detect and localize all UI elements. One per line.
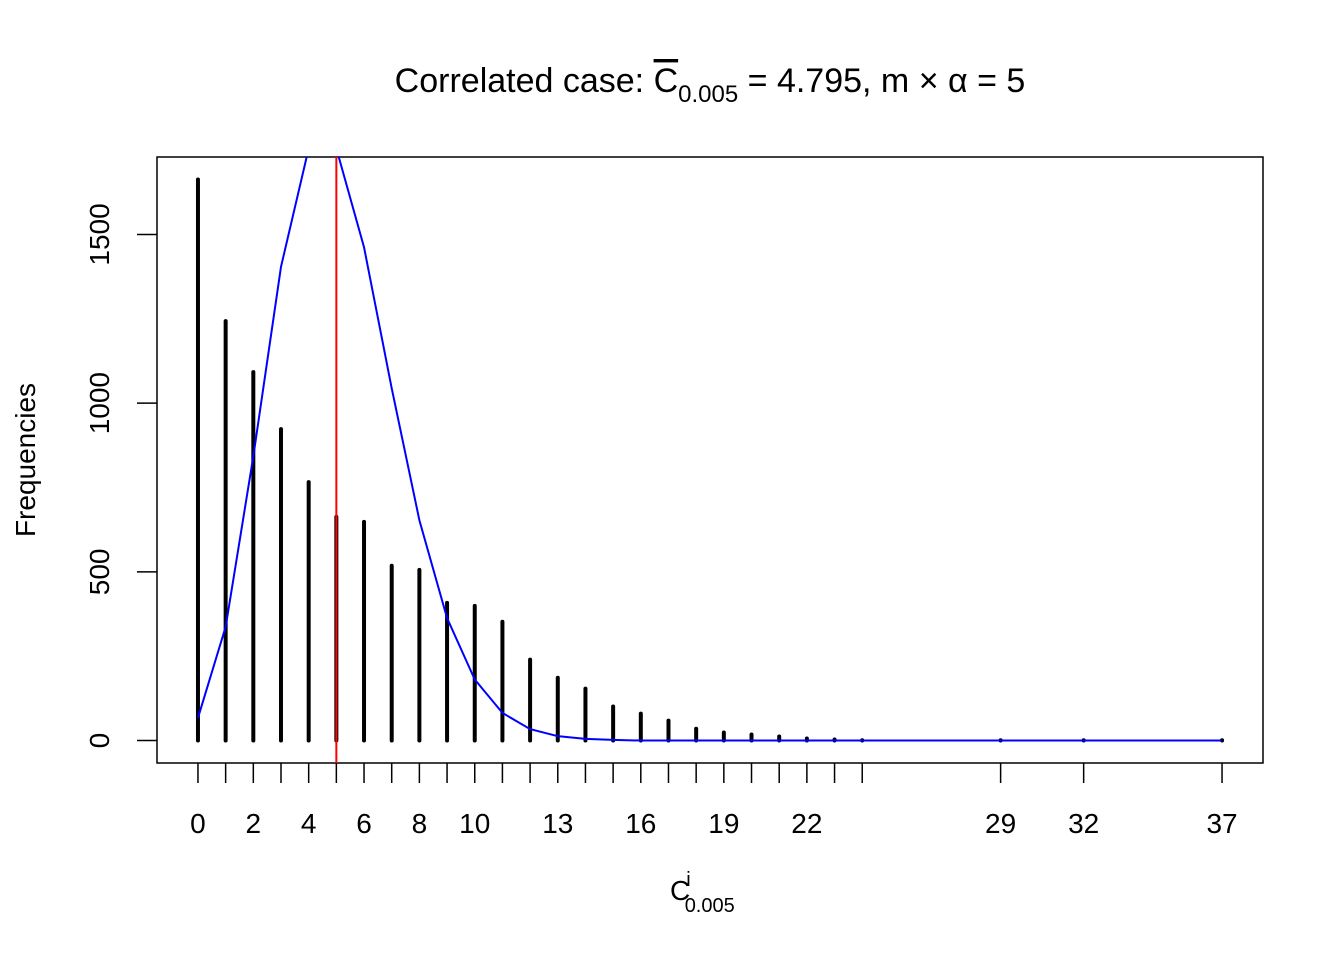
plot-frame bbox=[156, 156, 1264, 764]
y-tick-label: 1500 bbox=[84, 203, 115, 265]
y-tick-label: 1000 bbox=[84, 372, 115, 434]
x-tick-label: 6 bbox=[356, 808, 372, 839]
x-tick-label: 22 bbox=[791, 808, 822, 839]
x-tick-label: 0 bbox=[190, 808, 206, 839]
y-tick-label: 500 bbox=[84, 548, 115, 595]
y-axis-label: Frequencies bbox=[10, 383, 41, 537]
x-tick-label: 16 bbox=[625, 808, 656, 839]
x-tick-label: 19 bbox=[708, 808, 739, 839]
x-tick-label: 32 bbox=[1068, 808, 1099, 839]
x-tick-label: 10 bbox=[459, 808, 490, 839]
plot-area: 0 2 4 6 8 10 13 16 19 22 29 32 37 0 500 1000 1500 bbox=[84, 157, 1238, 839]
x-tick-label: 37 bbox=[1206, 808, 1237, 839]
x-tick-label: 8 bbox=[412, 808, 428, 839]
x-tick-label: 29 bbox=[985, 808, 1016, 839]
x-tick-label: 4 bbox=[301, 808, 317, 839]
x-tick-label: 2 bbox=[246, 808, 262, 839]
expected-line bbox=[197, 157, 1223, 742]
y-tick-label: 0 bbox=[84, 733, 115, 749]
x-axis-label: Ci 0.005 bbox=[670, 869, 735, 917]
x-tick-label: 13 bbox=[542, 808, 573, 839]
title-symbol: C bbox=[654, 62, 679, 100]
chart-title: Correlated case: C0.005 = 4.795, m × α =… bbox=[395, 62, 1026, 108]
